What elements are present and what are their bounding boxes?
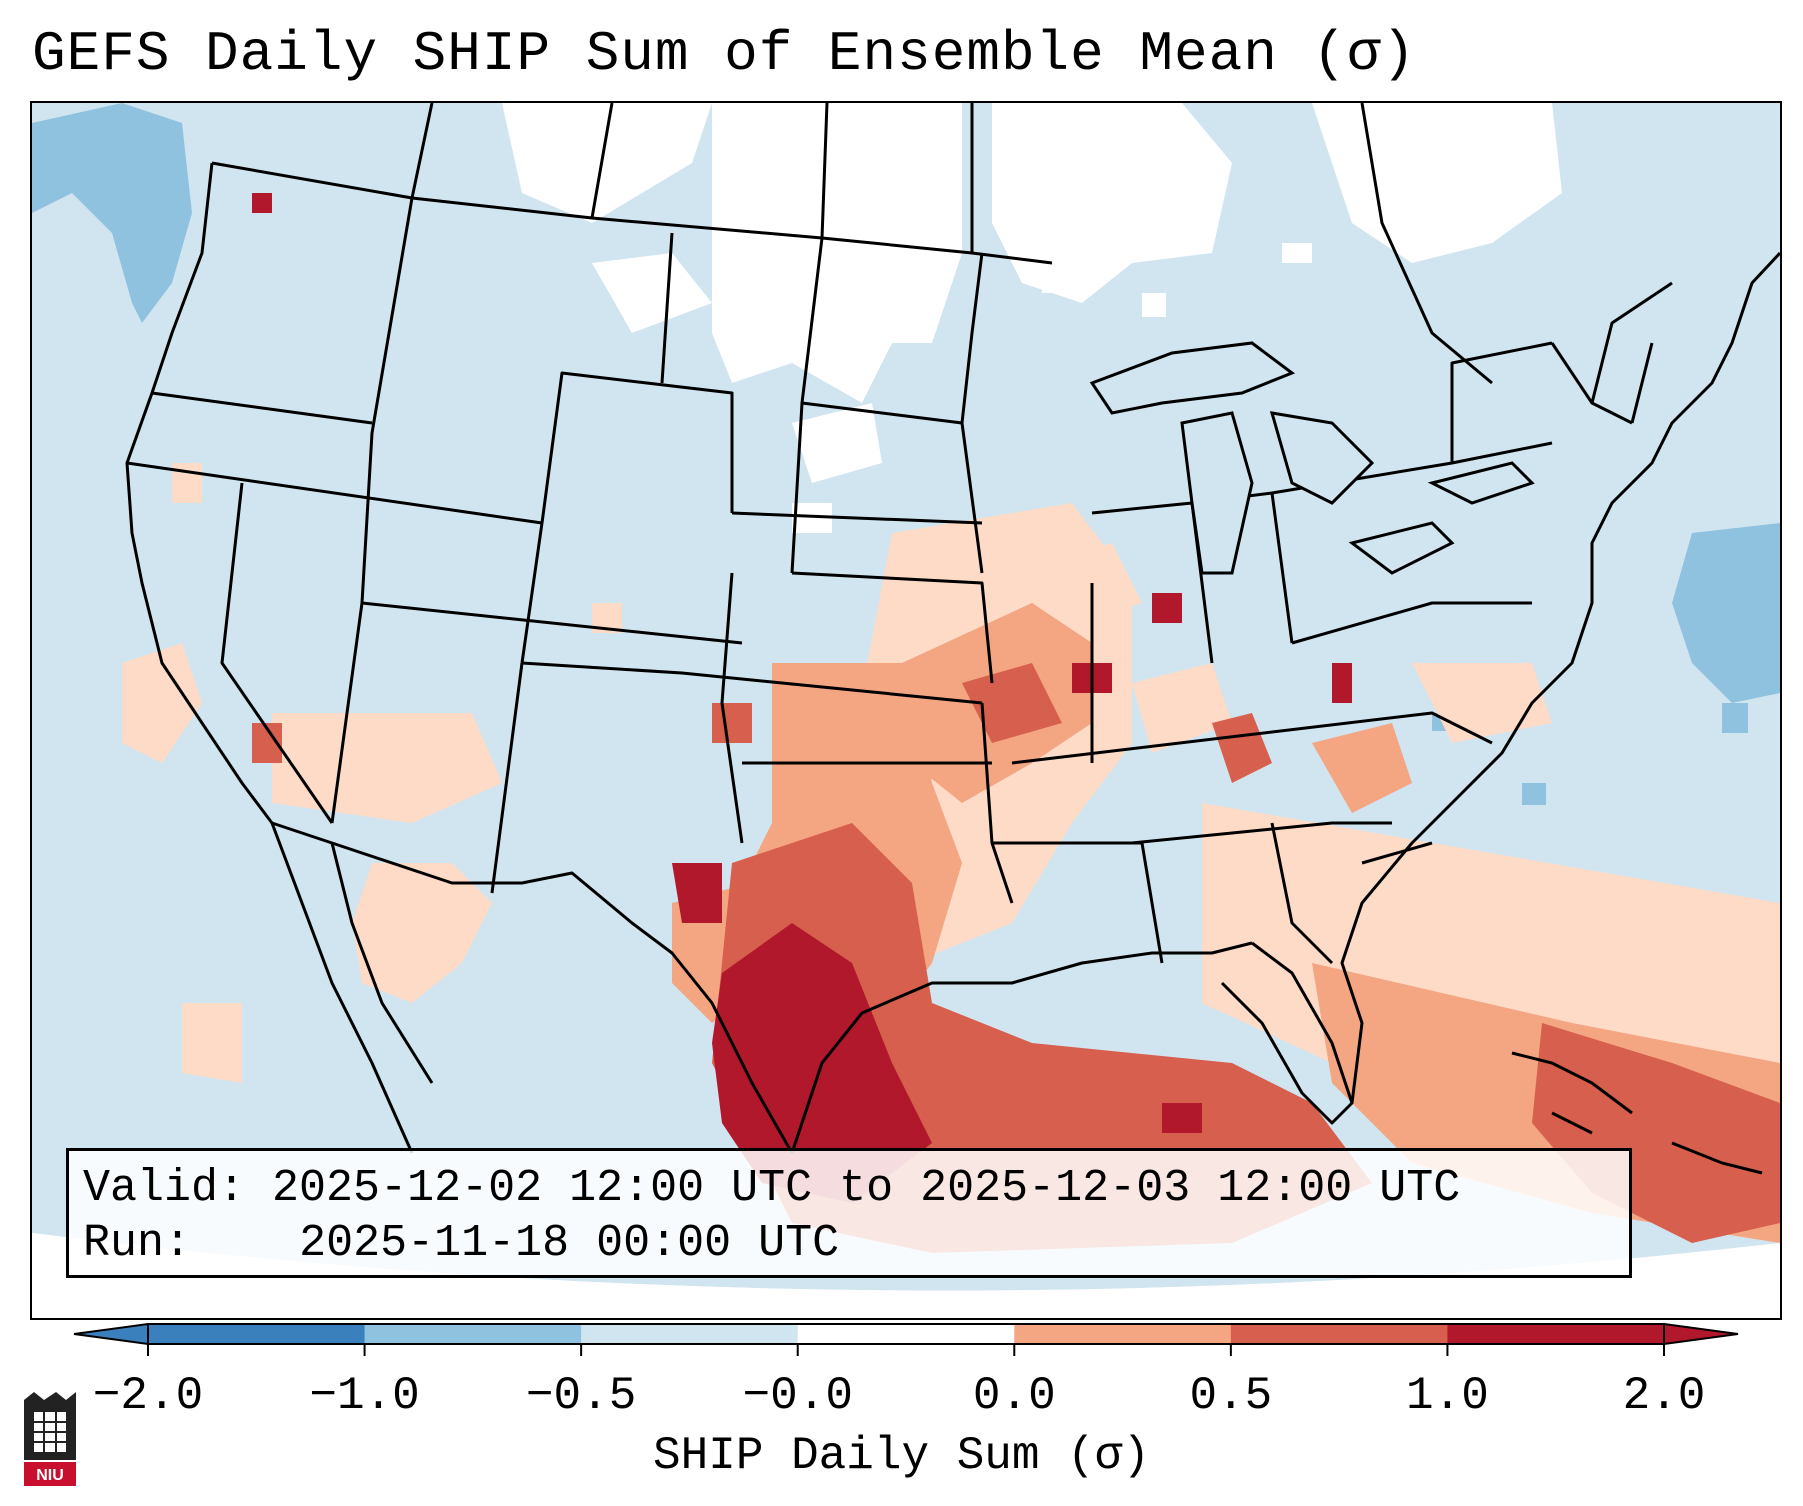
colorbar-swatch bbox=[1230, 1324, 1448, 1344]
info-box: Valid: 2025-12-02 12:00 UTC to 2025-12-0… bbox=[66, 1148, 1632, 1278]
map-canvas bbox=[32, 103, 1780, 1318]
run-line: Run: 2025-11-18 00:00 UTC bbox=[83, 1216, 1615, 1271]
run-label: Run: bbox=[83, 1218, 192, 1269]
colorbar-tick-label: −2.0 bbox=[93, 1370, 203, 1422]
colorbar-extend-high bbox=[1663, 1322, 1739, 1346]
colorbar-extend-low bbox=[73, 1322, 149, 1346]
boundaries bbox=[125, 103, 1780, 1154]
caribbean-islands bbox=[1511, 1051, 1763, 1175]
colorbar-tick-label: 0.5 bbox=[1189, 1370, 1272, 1422]
colorbar-tick-label: 0.0 bbox=[973, 1370, 1056, 1422]
page-title: GEFS Daily SHIP Sum of Ensemble Mean (σ) bbox=[32, 22, 1417, 86]
niu-logo-text: NIU bbox=[36, 1467, 64, 1484]
colorbar-tick-label: 1.0 bbox=[1406, 1370, 1489, 1422]
niu-logo: NIU bbox=[24, 1392, 76, 1486]
valid-line: Valid: 2025-12-02 12:00 UTC to 2025-12-0… bbox=[83, 1161, 1615, 1216]
colorbar-swatch bbox=[1447, 1324, 1665, 1344]
colorbar-tick-label: 2.0 bbox=[1623, 1370, 1706, 1422]
colorbar-tick-label: −1.0 bbox=[309, 1370, 419, 1422]
colorbar-swatch bbox=[364, 1324, 582, 1344]
great-lakes bbox=[1089, 341, 1535, 575]
colorbar-swatches bbox=[73, 1322, 1739, 1346]
colorbar-tick-label: −0.0 bbox=[743, 1370, 853, 1422]
colorbar-swatch bbox=[1014, 1324, 1232, 1344]
colorbar-swatch bbox=[797, 1324, 1015, 1344]
colorbar-swatch bbox=[148, 1324, 366, 1344]
negative-anomaly-patches bbox=[32, 103, 1780, 805]
map-panel[interactable] bbox=[30, 101, 1782, 1320]
projection-edge bbox=[32, 1233, 1780, 1318]
colorbar-label: SHIP Daily Sum (σ) bbox=[653, 1430, 1150, 1482]
near-zero-patches bbox=[502, 103, 1562, 533]
colorbar: −2.0 −1.0 −0.5 −0.0 0.0 0.5 1.0 2.0 bbox=[73, 1322, 1739, 1422]
valid-value: 2025-12-02 12:00 UTC to 2025-12-03 12:00… bbox=[272, 1163, 1461, 1214]
valid-label: Valid: bbox=[83, 1163, 246, 1214]
run-value: 2025-11-18 00:00 UTC bbox=[299, 1218, 840, 1269]
colorbar-swatch bbox=[581, 1324, 799, 1344]
colorbar-outline bbox=[147, 1323, 1665, 1345]
colorbar-ticks: −2.0 −1.0 −0.5 −0.0 0.0 0.5 1.0 2.0 bbox=[93, 1344, 1706, 1422]
colorbar-tick-label: −0.5 bbox=[526, 1370, 636, 1422]
